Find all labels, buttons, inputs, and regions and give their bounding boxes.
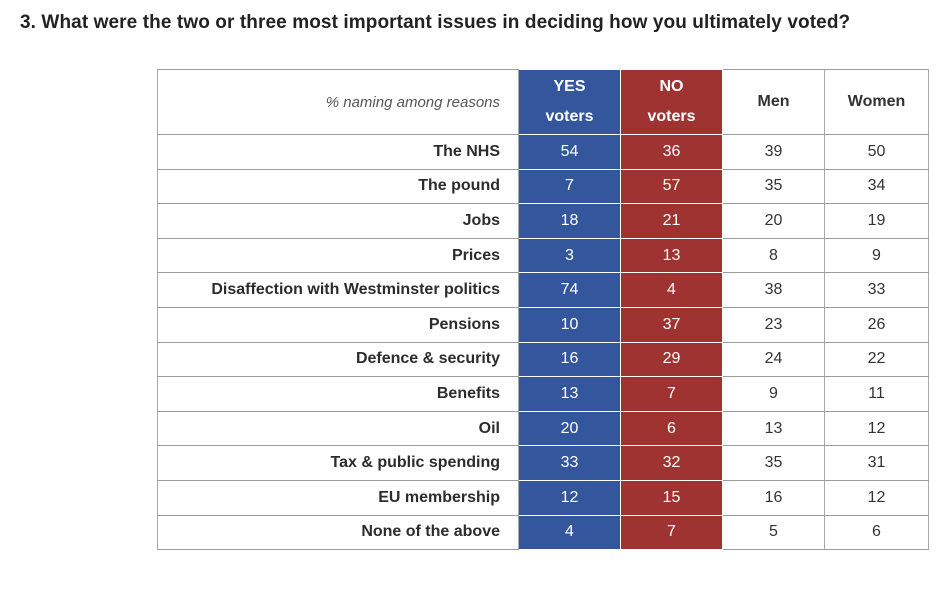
row-women-value: 31 — [824, 445, 929, 481]
row-men-value: 23 — [722, 306, 825, 343]
row-issue-label: None of the above — [157, 514, 519, 551]
row-issue-label: The NHS — [157, 134, 519, 170]
row-no-value: 7 — [620, 514, 723, 551]
row-men-value: 39 — [722, 134, 825, 170]
row-men-value: 24 — [722, 341, 825, 378]
results-table: % naming among reasons YES voters NO vot… — [157, 69, 929, 551]
row-women-value: 33 — [824, 272, 929, 308]
header-no-voters: NO voters — [620, 69, 723, 135]
header-men: Men — [722, 69, 825, 135]
row-women-value: 6 — [824, 514, 929, 551]
row-women-value: 50 — [824, 134, 929, 170]
row-yes-value: 10 — [518, 306, 621, 343]
table-row: Jobs 18 21 20 19 — [157, 203, 929, 239]
row-women-value: 19 — [824, 203, 929, 239]
table-row: The NHS 54 36 39 50 — [157, 134, 929, 170]
row-no-value: 6 — [620, 410, 723, 447]
row-men-value: 13 — [722, 410, 825, 447]
header-women: Women — [824, 69, 929, 135]
row-men-value: 38 — [722, 272, 825, 308]
header-label: % naming among reasons — [157, 69, 519, 135]
table-row: Disaffection with Westminster politics 7… — [157, 272, 929, 308]
table-row: Prices 3 13 8 9 — [157, 237, 929, 274]
row-no-value: 32 — [620, 445, 723, 481]
row-men-value: 9 — [722, 376, 825, 412]
table-row: Pensions 10 37 23 26 — [157, 306, 929, 343]
header-no-line1: NO — [659, 78, 684, 95]
row-issue-label: Pensions — [157, 306, 519, 343]
row-women-value: 9 — [824, 237, 929, 274]
row-yes-value: 16 — [518, 341, 621, 378]
row-issue-label: EU membership — [157, 479, 519, 516]
row-no-value: 37 — [620, 306, 723, 343]
row-issue-label: Defence & security — [157, 341, 519, 378]
row-women-value: 34 — [824, 168, 929, 205]
row-women-value: 22 — [824, 341, 929, 378]
row-no-value: 21 — [620, 203, 723, 239]
row-issue-label: Disaffection with Westminster politics — [157, 272, 519, 308]
table-row: Defence & security 16 29 24 22 — [157, 341, 929, 378]
row-yes-value: 74 — [518, 272, 621, 308]
row-men-value: 8 — [722, 237, 825, 274]
row-no-value: 36 — [620, 134, 723, 170]
row-men-value: 35 — [722, 445, 825, 481]
header-yes-line2: voters — [545, 108, 594, 125]
header-yes-line1: YES — [553, 78, 586, 95]
row-yes-value: 18 — [518, 203, 621, 239]
header-yes-voters: YES voters — [518, 69, 621, 135]
row-issue-label: Benefits — [157, 376, 519, 412]
row-yes-value: 20 — [518, 410, 621, 447]
row-yes-value: 54 — [518, 134, 621, 170]
row-no-value: 4 — [620, 272, 723, 308]
row-men-value: 16 — [722, 479, 825, 516]
row-no-value: 29 — [620, 341, 723, 378]
table-row: The pound 7 57 35 34 — [157, 168, 929, 205]
row-issue-label: Jobs — [157, 203, 519, 239]
question-heading: 3. What were the two or three most impor… — [20, 12, 851, 33]
row-issue-label: Oil — [157, 410, 519, 447]
row-yes-value: 33 — [518, 445, 621, 481]
header-no-line2: voters — [647, 108, 696, 125]
row-no-value: 13 — [620, 237, 723, 274]
row-yes-value: 4 — [518, 514, 621, 551]
row-yes-value: 13 — [518, 376, 621, 412]
row-women-value: 12 — [824, 410, 929, 447]
table-row: None of the above 4 7 5 6 — [157, 514, 929, 551]
row-yes-value: 12 — [518, 479, 621, 516]
row-men-value: 5 — [722, 514, 825, 551]
table-row: Oil 20 6 13 12 — [157, 410, 929, 447]
row-women-value: 11 — [824, 376, 929, 412]
row-no-value: 7 — [620, 376, 723, 412]
table-row: Tax & public spending 33 32 35 31 — [157, 445, 929, 481]
row-no-value: 57 — [620, 168, 723, 205]
row-issue-label: The pound — [157, 168, 519, 205]
row-issue-label: Prices — [157, 237, 519, 274]
row-yes-value: 3 — [518, 237, 621, 274]
row-women-value: 26 — [824, 306, 929, 343]
row-issue-label: Tax & public spending — [157, 445, 519, 481]
row-no-value: 15 — [620, 479, 723, 516]
header-row: % naming among reasons YES voters NO vot… — [157, 69, 929, 135]
row-yes-value: 7 — [518, 168, 621, 205]
table-row: EU membership 12 15 16 12 — [157, 479, 929, 516]
row-women-value: 12 — [824, 479, 929, 516]
row-men-value: 35 — [722, 168, 825, 205]
row-men-value: 20 — [722, 203, 825, 239]
table-row: Benefits 13 7 9 11 — [157, 376, 929, 412]
